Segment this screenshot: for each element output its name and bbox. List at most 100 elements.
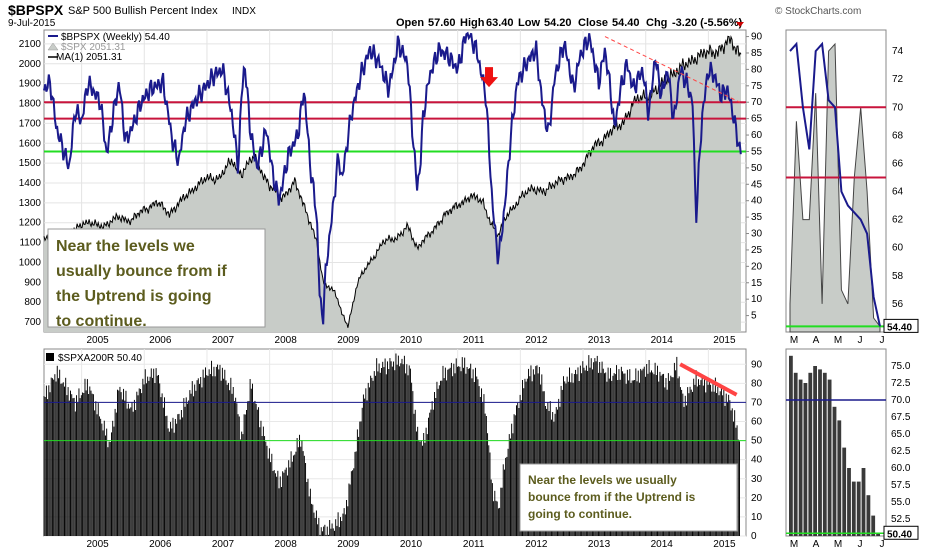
- main-left-tick: 2000: [19, 59, 42, 70]
- bottom-bar: [626, 369, 628, 536]
- bottom-bar: [267, 458, 269, 536]
- main-left-tick: 1000: [19, 257, 42, 268]
- bottom-bar: [673, 362, 675, 536]
- bottom-bar: [127, 403, 129, 536]
- bottom-bar: [566, 376, 568, 536]
- bottom-bar: [397, 355, 399, 536]
- bottom-bar: [88, 394, 90, 536]
- bottom-bar: [302, 451, 304, 536]
- bottom-bar: [195, 390, 197, 536]
- bottom-bar: [85, 390, 87, 536]
- bottom-bar: [178, 413, 180, 536]
- bottom-bar: [124, 400, 126, 536]
- high-value: 63.40: [486, 17, 514, 29]
- bottom-bar: [372, 380, 374, 536]
- bottom-bar: [194, 384, 196, 536]
- bottom-bar: [677, 378, 679, 536]
- bottom-bar: [693, 378, 695, 536]
- bottom-bar: [288, 460, 290, 536]
- bottom-bar: [413, 413, 415, 536]
- bottom-bar: [189, 390, 191, 536]
- bottom-bar: [256, 409, 258, 536]
- bottom-bar: [581, 373, 583, 536]
- main-right-tick: 70: [751, 97, 763, 108]
- bottom-bar: [72, 398, 74, 536]
- bottom-bar: [402, 364, 404, 536]
- bottom-bar: [714, 377, 716, 536]
- bottom-bar: [638, 382, 640, 536]
- bottom-bar: [343, 508, 345, 536]
- main-legend: $BPSPX (Weekly) 54.40 $SPX 2051.31 MA(1)…: [47, 32, 170, 63]
- bottom-bar: [223, 378, 225, 536]
- bottom-x-tick: 2005: [86, 539, 109, 550]
- bottom-bar: [321, 531, 323, 536]
- bottom-bar: [660, 375, 662, 536]
- bottom-bar: [585, 365, 587, 536]
- bottom-bar: [464, 357, 466, 536]
- bottom-bar: [145, 383, 147, 536]
- bottom-trendline: [679, 362, 738, 397]
- main-annotation: Near the levels we usually bounce from if…: [47, 228, 266, 330]
- bottom-bar: [651, 370, 652, 536]
- bottom-bar: [364, 398, 366, 536]
- bottom-bar: [530, 365, 532, 536]
- bottom-bar: [675, 370, 677, 536]
- bottom-zoom-bar: [866, 495, 871, 536]
- bottom-bar: [278, 488, 280, 536]
- bottom-bar: [456, 366, 458, 536]
- bottom-bar: [616, 365, 618, 536]
- bottom-bar: [524, 378, 526, 536]
- main-left-tick: 1600: [19, 138, 42, 149]
- down-arrow-icon: [480, 67, 499, 88]
- bottom-bar: [334, 530, 335, 536]
- bottom-bar: [587, 371, 589, 536]
- bottom-y-tick: 80: [751, 378, 763, 389]
- bottom-bar: [236, 403, 238, 536]
- bottom-bar: [168, 431, 170, 536]
- main-right-tick: 75: [751, 81, 763, 92]
- bottom-bar: [280, 487, 282, 536]
- bottom-bar: [646, 364, 648, 536]
- bottom-bar: [681, 389, 683, 536]
- bottom-bar: [630, 382, 632, 536]
- bottom-bar: [141, 393, 143, 536]
- main-right-tick: 20: [751, 261, 763, 272]
- bottom-bar: [268, 448, 270, 536]
- bottom-bar: [305, 463, 307, 536]
- bottom-bar: [129, 408, 131, 536]
- zoom-last-badge: [883, 318, 919, 333]
- bottom-bar: [652, 372, 654, 536]
- bottom-bar: [618, 369, 620, 536]
- bottom-bar: [71, 394, 73, 536]
- bottom-bar: [710, 384, 712, 536]
- bottom-zoom-bar: [818, 369, 822, 536]
- bottom-y-tick: 60: [751, 417, 763, 428]
- main-right-tick: 35: [751, 212, 763, 223]
- main-left-tick: 1200: [19, 218, 42, 229]
- bottom-bar: [147, 376, 149, 536]
- bottom-bar: [391, 366, 393, 536]
- bottom-bar: [431, 401, 433, 536]
- main-annotation-text: Near the levels we usually bounce from if…: [56, 238, 227, 330]
- main-right-tick: 25: [751, 245, 763, 256]
- bottom-bar: [229, 390, 231, 536]
- bottom-bar: [532, 369, 534, 536]
- bottom-bar: [466, 367, 468, 536]
- bottom-bar: [597, 372, 599, 536]
- bottom-bar: [428, 417, 429, 536]
- bottom-bar: [94, 410, 96, 536]
- main-left-tick: 1700: [19, 118, 42, 129]
- bottom-bar: [494, 490, 496, 536]
- bottom-bar: [370, 375, 372, 536]
- bottom-bar: [634, 380, 636, 536]
- bottom-zoom-bar: [827, 379, 832, 536]
- main-right-tick: 45: [751, 179, 763, 190]
- bottom-bar: [499, 507, 501, 536]
- bottom-bar: [636, 381, 638, 536]
- bottom-y-tick: 90: [751, 359, 763, 370]
- bottom-bar: [708, 379, 710, 536]
- bottom-bar: [303, 455, 305, 536]
- bottom-bar: [183, 398, 185, 536]
- bottom-bar: [60, 383, 62, 536]
- legend-spxa200r: $SPXA200R 50.40: [58, 353, 142, 364]
